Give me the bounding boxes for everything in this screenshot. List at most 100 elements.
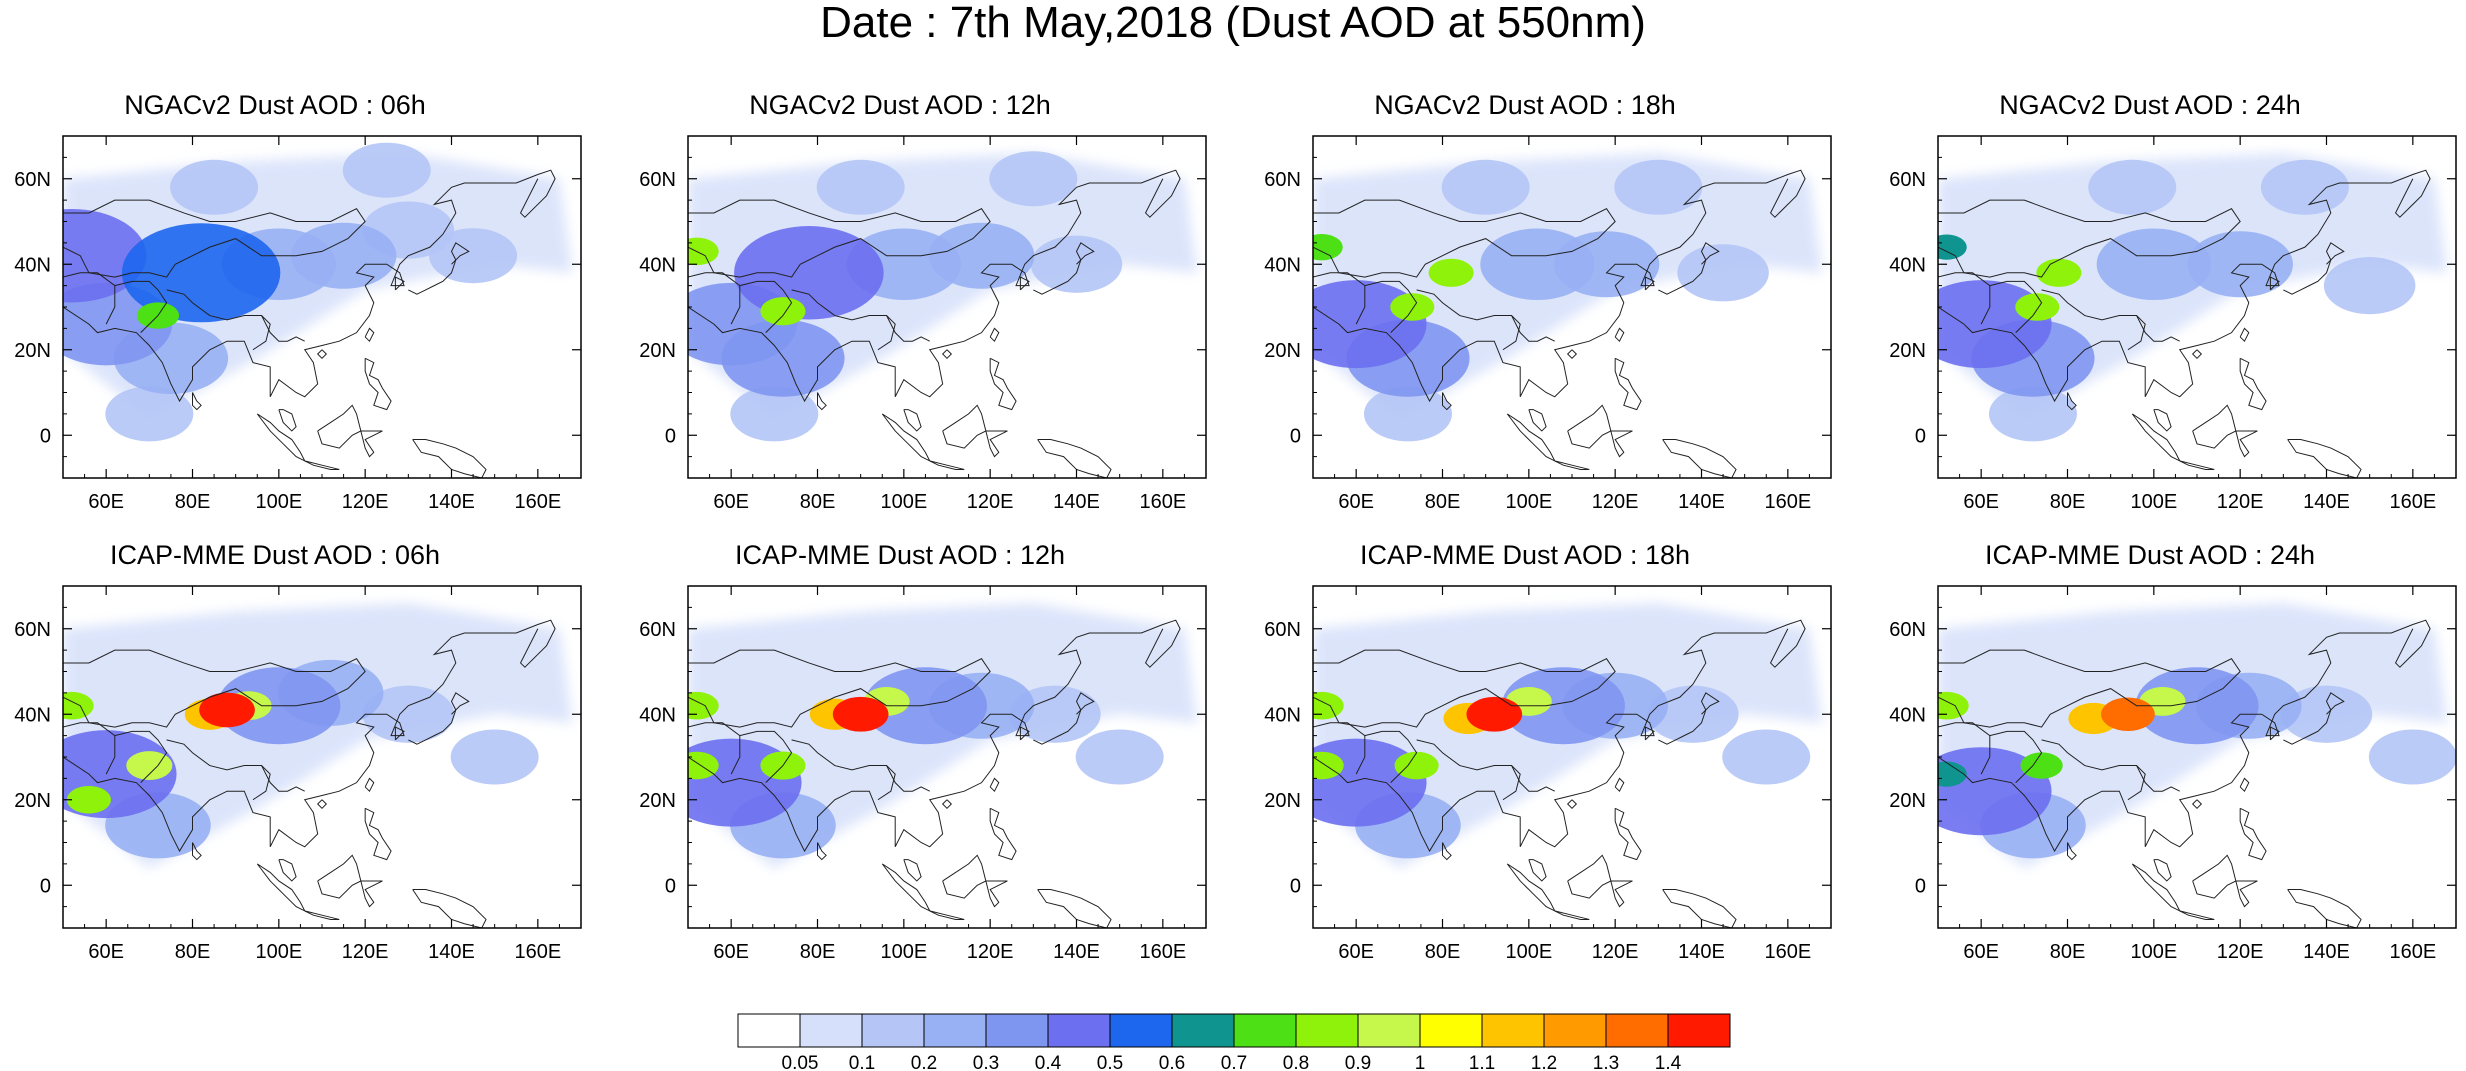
- figure-title: Date : 7th May,2018 (Dust AOD at 550nm): [820, 0, 1646, 47]
- coastline: [63, 722, 116, 775]
- colorbar-label: 0.9: [1345, 1053, 1371, 1071]
- aod-cell: [688, 751, 719, 780]
- coastline: [2179, 910, 2215, 920]
- y-tick-label: 60N: [1889, 619, 1926, 641]
- y-tick-label: 60N: [1889, 169, 1926, 191]
- aod-cell: [199, 692, 255, 728]
- x-tick-label: 140E: [428, 941, 475, 963]
- y-tick-label: 40N: [14, 254, 51, 276]
- coastline: [316, 799, 328, 810]
- coastlines: [63, 619, 556, 928]
- coastline: [1037, 439, 1112, 478]
- aod-cell: [989, 151, 1078, 207]
- coastline: [1037, 889, 1112, 928]
- aod-field: [63, 142, 573, 442]
- panel-title: NGACv2 Dust AOD : 18h: [1374, 90, 1676, 120]
- x-tick-label: 120E: [2217, 491, 2264, 513]
- x-tick-label: 60E: [1963, 491, 1999, 513]
- coastline: [2283, 242, 2345, 295]
- coastline: [1416, 739, 1521, 801]
- aod-cell: [2368, 729, 2456, 785]
- coastline: [791, 739, 896, 801]
- y-tick-label: 0: [1290, 425, 1301, 447]
- coastline: [1644, 276, 1655, 291]
- coastline: [1614, 807, 1642, 861]
- map-plot: 60E 80E 100E 120E 140E 160E 0 20N 40N 60N: [1264, 585, 1832, 963]
- coastline: [1511, 315, 1555, 342]
- panel-ngac-24h: NGACv2 Dust AOD : 24h 60E 80E 100E 120E 140E…: [1880, 88, 2457, 513]
- map-plot: 60E 80E 100E 120E 140E 160E 0 20N 40N 60N: [639, 585, 1207, 963]
- coastline: [881, 863, 931, 913]
- x-tick-label: 60E: [1963, 941, 1999, 963]
- aod-cell: [1614, 159, 1703, 215]
- coastline: [2239, 357, 2267, 411]
- coastline: [1554, 460, 1590, 470]
- aod-field: [688, 151, 1198, 442]
- coastline: [1666, 477, 1685, 478]
- coastline: [1662, 439, 1737, 478]
- coastline: [1511, 765, 1555, 792]
- aod-cell: [1480, 228, 1595, 300]
- colorbar-label: 1.4: [1655, 1053, 1682, 1071]
- coastline: [1506, 413, 1556, 463]
- coastline: [364, 807, 392, 861]
- coastline: [903, 859, 922, 882]
- coastline: [166, 289, 271, 351]
- coastline: [416, 927, 435, 928]
- coastline: [192, 392, 202, 411]
- coastline: [2287, 439, 2362, 478]
- coastline: [2131, 413, 2181, 463]
- x-tick-label: 80E: [1425, 941, 1461, 963]
- aod-cell: [1938, 280, 2052, 369]
- coastline: [1364, 730, 1418, 784]
- coastline: [2067, 842, 2077, 861]
- coastline: [1019, 276, 1030, 291]
- x-tick-label: 140E: [1678, 941, 1725, 963]
- coastline: [1313, 272, 1366, 325]
- y-tick-label: 40N: [639, 254, 676, 276]
- x-tick-label: 100E: [255, 941, 302, 963]
- coastline: [1313, 619, 1806, 853]
- panel-title: NGACv2 Dust AOD : 06h: [124, 90, 426, 120]
- coastlines: [688, 169, 1181, 478]
- coastline: [989, 357, 1017, 411]
- coastline: [1938, 722, 1991, 775]
- aod-cell: [1313, 233, 1343, 261]
- coastline: [416, 477, 435, 478]
- coastline: [2291, 477, 2310, 478]
- coastline: [886, 765, 930, 792]
- colorbar-label: 0.6: [1159, 1053, 1185, 1071]
- colorbar-box: [1109, 1013, 1173, 1048]
- y-tick-label: 40N: [1889, 704, 1926, 726]
- aod-cell: [832, 696, 889, 732]
- aod-cell: [2015, 293, 2060, 321]
- y-tick-label: 0: [40, 425, 51, 447]
- aod-cell: [1677, 244, 1769, 302]
- coastline: [739, 730, 793, 784]
- coastline: [256, 413, 306, 463]
- x-tick-label: 80E: [175, 491, 211, 513]
- colorbar-label: 1.1: [1469, 1053, 1495, 1071]
- aod-cell: [688, 691, 719, 720]
- y-tick-label: 60N: [1264, 169, 1301, 191]
- x-tick-label: 100E: [1505, 491, 1552, 513]
- coastline: [1662, 889, 1737, 928]
- coastline: [2235, 430, 2258, 458]
- coastline: [360, 880, 383, 908]
- aod-cell: [63, 691, 94, 720]
- map-plot: 60E 80E 100E 120E 140E 160E 0 20N 40N 60N: [639, 135, 1207, 513]
- coastline: [942, 404, 987, 449]
- coastline: [2287, 889, 2362, 928]
- x-tick-label: 160E: [1139, 491, 1186, 513]
- aod-field: [1313, 153, 1823, 442]
- aod-cell: [66, 785, 111, 814]
- y-tick-label: 40N: [1264, 704, 1301, 726]
- x-tick-label: 140E: [1053, 491, 1100, 513]
- aod-cell: [2088, 159, 2177, 215]
- coastline: [394, 726, 405, 741]
- x-tick-label: 80E: [800, 491, 836, 513]
- x-tick-label: 160E: [2389, 941, 2436, 963]
- x-tick-label: 100E: [2130, 491, 2177, 513]
- x-tick-label: 80E: [175, 941, 211, 963]
- coastline: [364, 777, 375, 793]
